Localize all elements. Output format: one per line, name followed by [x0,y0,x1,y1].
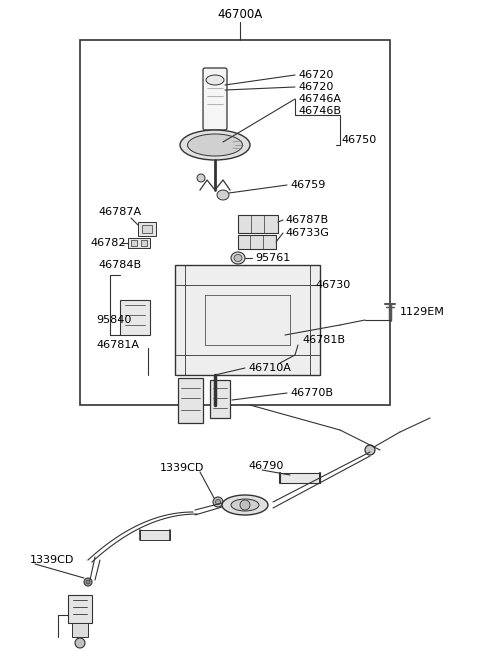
Text: 46720: 46720 [298,82,334,92]
Ellipse shape [231,252,245,264]
Bar [138,222,156,236]
Ellipse shape [84,578,92,586]
Text: 46787B: 46787B [285,215,328,225]
Bar [142,225,152,233]
Bar [238,215,278,233]
Text: 95840: 95840 [96,315,132,325]
Ellipse shape [234,255,242,262]
Ellipse shape [206,75,224,85]
Ellipse shape [217,190,229,200]
Bar [175,265,320,375]
Ellipse shape [216,499,220,504]
Text: 46781A: 46781A [96,340,139,350]
Text: 46710A: 46710A [248,363,291,373]
Text: 46781B: 46781B [302,335,345,345]
Text: 46770B: 46770B [290,388,333,398]
Bar [178,378,203,423]
Bar [128,238,150,248]
Ellipse shape [213,497,223,507]
Text: 46700A: 46700A [217,7,263,20]
Bar [140,530,170,540]
Text: 1129EM: 1129EM [400,307,445,317]
Text: 46720: 46720 [298,70,334,80]
Text: 1339CD: 1339CD [160,463,204,473]
Text: 46746A: 46746A [298,94,341,104]
Ellipse shape [365,445,375,455]
Bar [141,240,147,246]
Text: 95761: 95761 [255,253,290,263]
Bar [210,380,230,418]
Ellipse shape [75,638,85,648]
Text: 46746B: 46746B [298,106,341,116]
Ellipse shape [197,174,205,182]
Bar [280,473,320,483]
Text: 46759: 46759 [290,180,325,190]
Ellipse shape [231,499,259,511]
Text: 46750: 46750 [341,135,376,145]
Text: 46790: 46790 [248,461,283,471]
Ellipse shape [86,580,90,584]
Bar [120,300,150,335]
Ellipse shape [240,500,250,510]
Text: 46730: 46730 [315,280,350,290]
Ellipse shape [180,130,250,160]
Bar [72,623,88,637]
Bar [80,40,390,405]
Text: 46787A: 46787A [98,207,141,217]
Text: 46784B: 46784B [98,260,141,270]
Text: 46782: 46782 [90,238,125,248]
Text: 46733G: 46733G [285,228,329,238]
Bar [131,240,137,246]
Bar [238,235,276,249]
Ellipse shape [222,495,268,515]
Ellipse shape [188,134,242,156]
Bar [68,595,92,623]
Text: 1339CD: 1339CD [30,555,74,565]
FancyBboxPatch shape [203,68,227,130]
